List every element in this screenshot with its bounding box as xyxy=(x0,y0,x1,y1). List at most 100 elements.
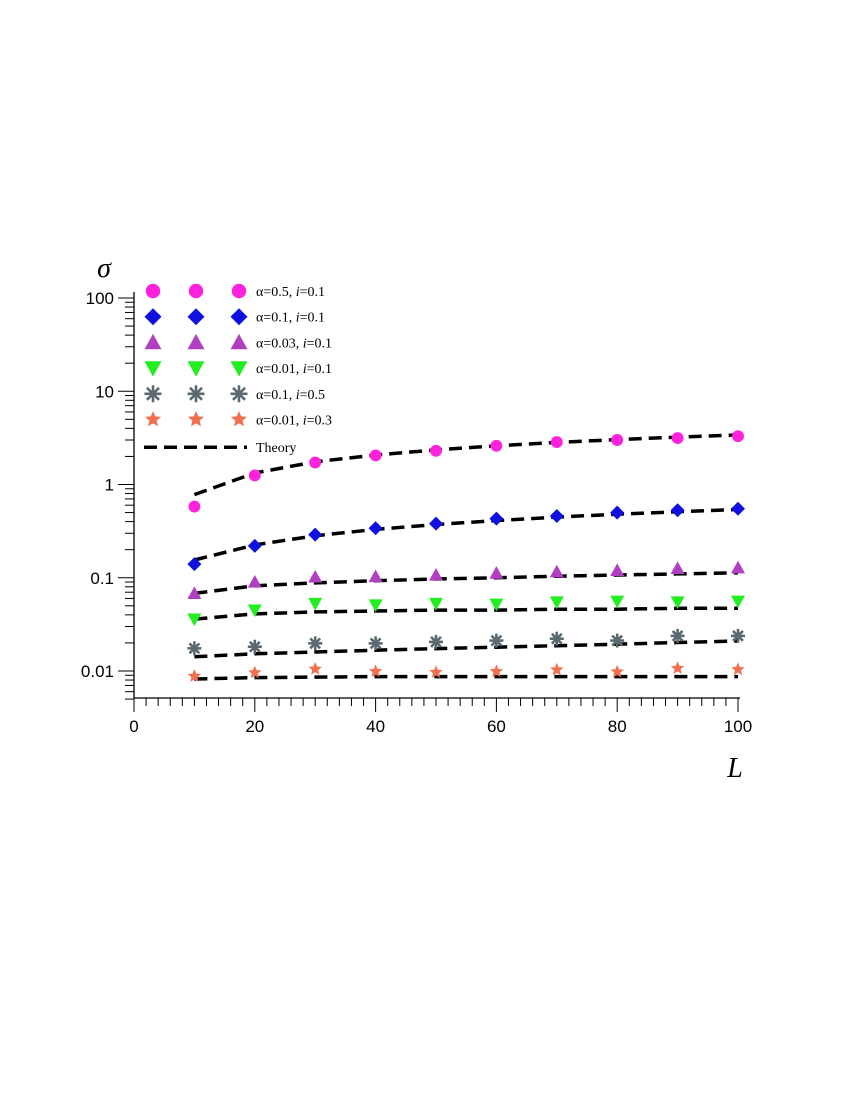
x-tick-label: 100 xyxy=(724,717,752,736)
data-point xyxy=(429,516,443,531)
data-point xyxy=(187,669,202,682)
data-point xyxy=(430,444,442,457)
data-point xyxy=(247,538,262,553)
data-point xyxy=(187,613,202,627)
data-point xyxy=(489,598,504,612)
data-point xyxy=(429,568,443,581)
data-point xyxy=(308,527,323,542)
data-points xyxy=(187,430,745,682)
data-point xyxy=(368,664,383,678)
legend-marker xyxy=(144,361,162,377)
data-point xyxy=(731,501,745,516)
data-point xyxy=(368,521,383,536)
legend: α=0.5, i=0.1 α=0.1, i=0.1 α=0.03, i=0.1 α=0… xyxy=(144,283,332,456)
data-point xyxy=(611,434,624,446)
x-tick-label: 0 xyxy=(129,717,138,736)
data-point xyxy=(549,564,564,578)
y-tick-label: 0.01 xyxy=(81,662,114,681)
theory-curve xyxy=(194,606,738,621)
data-point xyxy=(489,511,504,526)
legend-marker xyxy=(230,361,248,377)
data-point xyxy=(489,633,504,648)
legend-marker xyxy=(144,308,162,326)
data-point xyxy=(187,641,202,656)
legend-theory-label: Theory xyxy=(256,441,296,456)
legend-marker xyxy=(187,333,205,350)
data-point xyxy=(248,665,262,679)
legend-marker xyxy=(144,385,162,403)
x-tick-label: 40 xyxy=(366,717,385,736)
data-point xyxy=(731,560,745,574)
data-point xyxy=(549,508,564,523)
data-point xyxy=(550,436,563,449)
legend-label: α=0.5, i=0.1 xyxy=(256,285,325,300)
data-point xyxy=(489,664,504,678)
theory-curve xyxy=(193,507,739,562)
data-point xyxy=(670,503,685,518)
legend-marker xyxy=(187,361,205,377)
legend-marker xyxy=(187,411,205,427)
x-axis-title: L xyxy=(726,753,743,784)
legend-marker xyxy=(231,283,247,299)
data-point xyxy=(308,662,322,675)
axes: 0 20 40 60 80 100 0.01 0.1 1 10 100 xyxy=(81,289,752,736)
theory-curve xyxy=(194,674,738,681)
data-point xyxy=(610,595,625,609)
data-point xyxy=(308,636,323,651)
data-point xyxy=(187,557,202,572)
data-point xyxy=(308,569,323,583)
data-point xyxy=(368,599,383,613)
data-point xyxy=(188,500,201,513)
data-point xyxy=(549,631,564,646)
x-tick-label: 20 xyxy=(245,717,264,736)
data-point xyxy=(489,566,504,579)
data-point xyxy=(610,633,625,648)
theory-curve xyxy=(194,639,739,659)
data-point xyxy=(670,661,685,674)
data-point xyxy=(429,597,443,611)
data-point xyxy=(610,505,625,520)
data-point xyxy=(550,662,564,676)
y-axis-title: σ xyxy=(97,253,112,284)
theory-lines xyxy=(193,433,739,681)
data-point xyxy=(369,449,382,462)
data-point xyxy=(308,597,323,611)
legend-marker xyxy=(145,283,161,299)
theory-curve xyxy=(194,571,739,596)
data-point xyxy=(247,604,262,618)
data-point xyxy=(670,596,685,609)
data-point xyxy=(187,586,202,599)
y-tick-label: 10 xyxy=(95,382,114,401)
legend-marker xyxy=(187,385,205,403)
data-point xyxy=(429,634,443,649)
data-point xyxy=(670,628,685,643)
legend-label: α=0.01, i=0.1 xyxy=(256,362,332,377)
legend-marker xyxy=(230,411,248,427)
data-point xyxy=(731,662,745,676)
data-point xyxy=(248,469,261,482)
x-tick-label: 80 xyxy=(608,717,627,736)
data-point xyxy=(731,595,745,609)
data-point xyxy=(671,432,684,444)
legend-marker xyxy=(188,283,204,299)
data-point xyxy=(670,561,685,574)
y-tick-label: 0.1 xyxy=(90,569,114,588)
legend-marker xyxy=(187,308,205,326)
data-point xyxy=(490,439,503,452)
legend-label: α=0.1, i=0.1 xyxy=(256,311,325,326)
legend-marker xyxy=(230,308,248,326)
data-point xyxy=(368,636,383,651)
legend-label: α=0.03, i=0.1 xyxy=(256,336,332,351)
x-tick-label: 60 xyxy=(487,717,506,736)
data-point xyxy=(247,639,262,654)
legend-marker xyxy=(144,411,162,427)
data-point xyxy=(732,430,744,443)
data-point xyxy=(247,575,262,588)
legend-label: α=0.01, i=0.3 xyxy=(256,414,332,429)
data-point xyxy=(368,569,383,583)
legend-marker xyxy=(230,333,248,350)
legend-marker xyxy=(230,385,248,403)
y-tick-label: 1 xyxy=(105,476,114,495)
legend-label: α=0.1, i=0.5 xyxy=(256,388,325,403)
